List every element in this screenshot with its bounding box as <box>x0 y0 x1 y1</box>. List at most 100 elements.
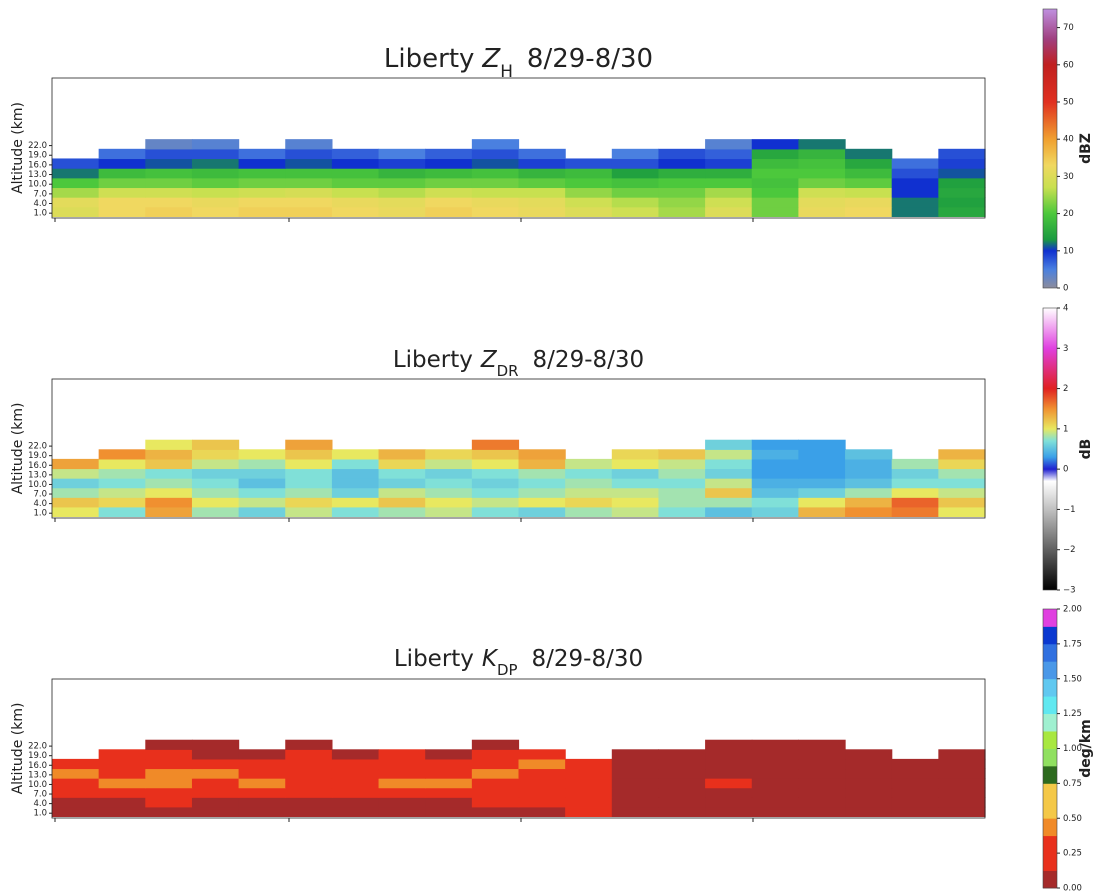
cell <box>938 807 985 817</box>
colorbar-segment <box>1043 626 1057 644</box>
cell <box>752 158 799 168</box>
y-tick-label: 7.0 <box>33 189 47 199</box>
cell <box>99 178 146 188</box>
cell <box>239 207 286 217</box>
cell <box>192 807 239 817</box>
cell <box>798 459 845 469</box>
cell <box>892 459 939 469</box>
cell <box>705 507 752 517</box>
cell <box>705 178 752 188</box>
colorbar: −3−2−101234dB <box>1043 304 1094 596</box>
cell <box>472 197 519 207</box>
cell <box>192 168 239 178</box>
cell <box>612 768 659 778</box>
cell <box>52 807 99 817</box>
cell <box>565 497 612 507</box>
colorbar-segment <box>1043 609 1057 627</box>
cell <box>472 507 519 517</box>
cell <box>192 749 239 759</box>
cell <box>845 149 892 159</box>
cell <box>425 197 472 207</box>
title-station: Liberty <box>394 646 474 672</box>
cell <box>705 459 752 469</box>
cell <box>99 488 146 498</box>
cell <box>938 178 985 188</box>
cell <box>52 168 99 178</box>
cell <box>565 807 612 817</box>
cell <box>519 788 566 798</box>
cell <box>145 497 192 507</box>
colorbar-tick-label: 70 <box>1063 23 1074 33</box>
cell <box>938 478 985 488</box>
cell <box>379 768 426 778</box>
cell <box>285 440 332 450</box>
cell <box>705 788 752 798</box>
cell <box>612 459 659 469</box>
cell <box>332 759 379 769</box>
cell <box>938 468 985 478</box>
colorbar-label: deg/km <box>1078 719 1094 778</box>
cell <box>472 459 519 469</box>
cell <box>752 497 799 507</box>
cell <box>845 178 892 188</box>
cell <box>192 497 239 507</box>
cell <box>285 158 332 168</box>
cell <box>752 449 799 459</box>
cell <box>472 449 519 459</box>
cell <box>285 139 332 149</box>
colorbar-tick-label: 3 <box>1063 344 1068 354</box>
cell <box>285 768 332 778</box>
cell <box>472 440 519 450</box>
cell <box>472 158 519 168</box>
colorbar-tick-label: 40 <box>1063 135 1074 145</box>
cell <box>145 768 192 778</box>
colorbar-segment <box>1043 731 1057 749</box>
panel: LibertyZDR8/29-8/301.04.07.010.013.016.0… <box>10 304 1094 596</box>
cell <box>239 788 286 798</box>
cell <box>192 459 239 469</box>
y-tick-label: 22.0 <box>28 742 47 752</box>
cell <box>798 440 845 450</box>
cell <box>705 778 752 788</box>
cell <box>612 488 659 498</box>
cell <box>845 759 892 769</box>
cell <box>285 478 332 488</box>
cell <box>612 478 659 488</box>
cell <box>145 449 192 459</box>
cell <box>519 778 566 788</box>
cell <box>239 507 286 517</box>
cell <box>845 459 892 469</box>
cell <box>192 778 239 788</box>
cell <box>938 488 985 498</box>
cell <box>425 207 472 217</box>
cell <box>145 178 192 188</box>
cell <box>379 478 426 488</box>
cell <box>285 807 332 817</box>
cell <box>705 468 752 478</box>
cell <box>332 807 379 817</box>
cell <box>332 768 379 778</box>
cell <box>658 788 705 798</box>
cell <box>612 168 659 178</box>
cell <box>472 468 519 478</box>
cell <box>239 768 286 778</box>
cell <box>845 807 892 817</box>
cell <box>145 740 192 750</box>
cell <box>285 207 332 217</box>
cell <box>565 797 612 807</box>
cell <box>565 768 612 778</box>
cell <box>752 768 799 778</box>
cell <box>752 459 799 469</box>
cell <box>612 507 659 517</box>
cell <box>658 197 705 207</box>
cell <box>379 488 426 498</box>
cell <box>285 749 332 759</box>
y-axis-label: Altitude (km) <box>10 703 26 795</box>
panel-title: LibertyZDR8/29-8/30 <box>393 347 644 380</box>
colorbar-tick-label: 0.50 <box>1063 814 1082 824</box>
cell <box>145 507 192 517</box>
cell <box>99 807 146 817</box>
cell <box>658 497 705 507</box>
colorbar-tick-label: 0.25 <box>1063 849 1082 859</box>
cell <box>519 459 566 469</box>
